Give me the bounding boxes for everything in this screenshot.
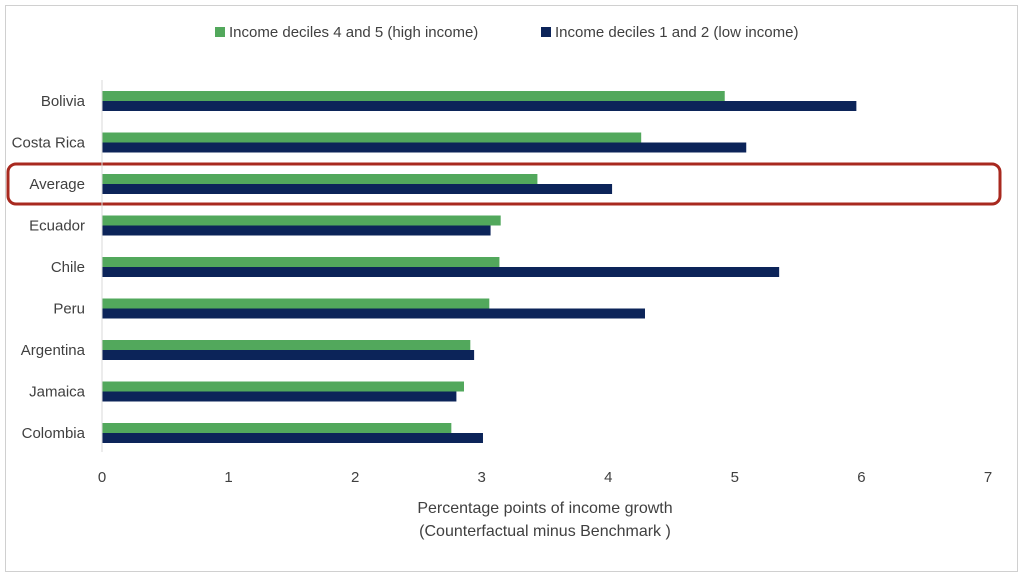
bar-jamaica-low-income [102, 391, 457, 402]
bar-average-high-income [102, 174, 538, 184]
y-label-chile: Chile [51, 259, 85, 276]
bar-bolivia-high-income [102, 91, 725, 101]
x-tick-3: 3 [478, 469, 486, 486]
bar-colombia-low-income [102, 433, 483, 443]
x-axis-subtitle: (Counterfactual minus Benchmark ) [419, 523, 671, 540]
y-label-bolivia: Bolivia [41, 93, 86, 110]
y-label-colombia: Colombia [22, 425, 86, 442]
bar-chile-low-income [102, 267, 780, 277]
bar-peru-low-income [102, 308, 645, 319]
bar-average-low-income [102, 184, 613, 194]
y-label-jamaica: Jamaica [29, 384, 86, 401]
bar-costa-rica-high-income [102, 132, 642, 143]
x-tick-1: 1 [224, 469, 232, 486]
bar-colombia-high-income [102, 423, 452, 433]
legend-swatch-high-income [215, 27, 225, 37]
x-tick-2: 2 [351, 469, 359, 486]
bar-jamaica-high-income [102, 381, 464, 392]
y-label-peru: Peru [53, 301, 85, 318]
legend-label-low-income: Income deciles 1 and 2 (low income) [555, 24, 798, 41]
bar-ecuador-high-income [102, 215, 501, 226]
legend-label-high-income: Income deciles 4 and 5 (high income) [229, 24, 478, 41]
y-label-average: Average [29, 176, 85, 193]
bar-chile-high-income [102, 257, 500, 267]
bar-costa-rica-low-income [102, 142, 747, 153]
chart-frame [5, 5, 1018, 572]
x-tick-5: 5 [731, 469, 739, 486]
legend-swatch-low-income [541, 27, 551, 37]
bar-argentina-high-income [102, 340, 471, 350]
bar-bolivia-low-income [102, 101, 857, 111]
y-label-costa-rica: Costa Rica [12, 135, 86, 152]
x-tick-6: 6 [857, 469, 865, 486]
x-tick-0: 0 [98, 469, 106, 486]
bar-peru-high-income [102, 298, 490, 309]
bar-argentina-low-income [102, 350, 475, 360]
highlight-box-average [6, 162, 1002, 206]
y-label-ecuador: Ecuador [29, 218, 85, 235]
bar-ecuador-low-income [102, 225, 491, 236]
x-tick-7: 7 [984, 469, 992, 486]
x-axis-title: Percentage points of income growth [417, 500, 672, 517]
legend: Income deciles 4 and 5 (high income) Inc… [215, 24, 798, 41]
y-label-argentina: Argentina [21, 342, 86, 359]
x-tick-4: 4 [604, 469, 612, 486]
